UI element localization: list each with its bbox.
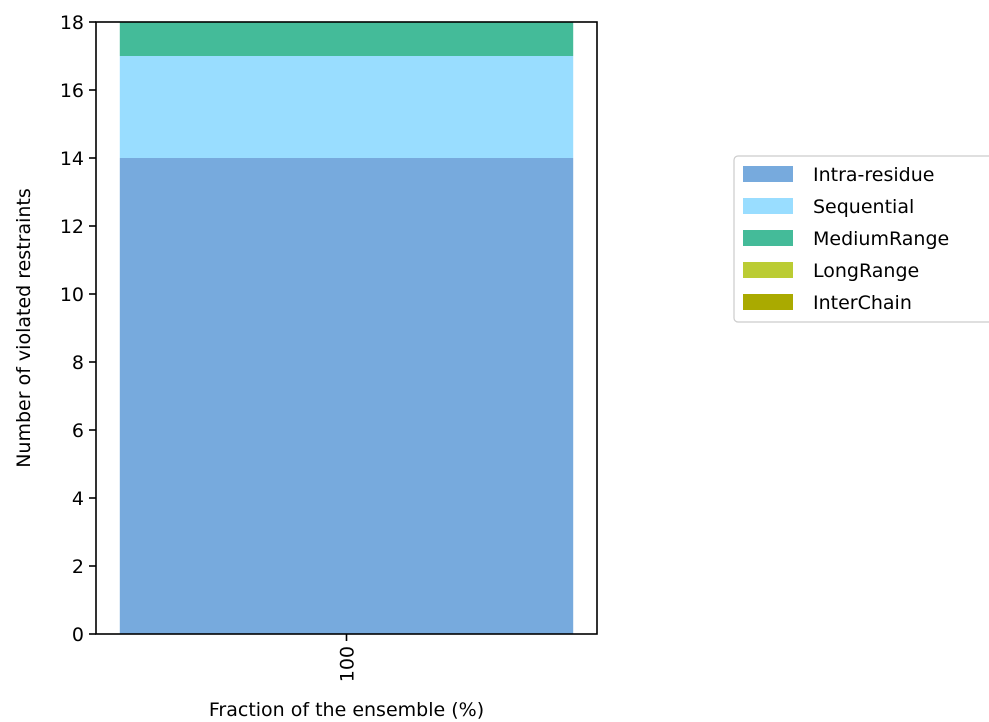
bar-segment-sequential [119, 56, 574, 158]
y-tick-label: 18 [60, 12, 84, 34]
y-tick-label: 16 [60, 80, 84, 102]
y-tick-label: 14 [60, 148, 84, 170]
legend-swatch [743, 262, 793, 278]
legend-swatch [743, 294, 793, 310]
bar-segment-intra-residue [119, 158, 574, 634]
bars-group [119, 22, 574, 634]
legend: Intra-residue Sequential MediumRange LongRa… [733, 155, 989, 323]
legend-swatch [743, 166, 793, 182]
y-tick-label: 2 [72, 556, 84, 578]
legend-label: Sequential [813, 196, 914, 218]
legend-label: LongRange [813, 260, 919, 282]
bar-segment-mediumrange [119, 22, 574, 56]
legend-label: Intra-residue [813, 164, 934, 186]
y-axis-label: Number of violated restraints [13, 188, 35, 468]
legend-box [733, 155, 989, 323]
legend-swatch [743, 230, 793, 246]
plot-frame [95, 21, 598, 635]
legend-label: InterChain [813, 292, 912, 314]
x-axis: 100 [337, 634, 359, 682]
x-tick-label: 100 [337, 646, 359, 682]
y-tick-label: 6 [72, 420, 84, 442]
x-axis-label: Fraction of the ensemble (%) [209, 699, 484, 721]
y-tick-label: 8 [72, 352, 84, 374]
y-axis: 0 2 4 6 8 10 12 14 16 18 [60, 12, 96, 646]
y-tick-label: 0 [72, 624, 84, 646]
y-tick-label: 4 [72, 488, 84, 510]
legend-label: MediumRange [813, 228, 949, 250]
legend-swatch [743, 198, 793, 214]
y-tick-label: 12 [60, 216, 84, 238]
y-tick-label: 10 [60, 284, 84, 306]
